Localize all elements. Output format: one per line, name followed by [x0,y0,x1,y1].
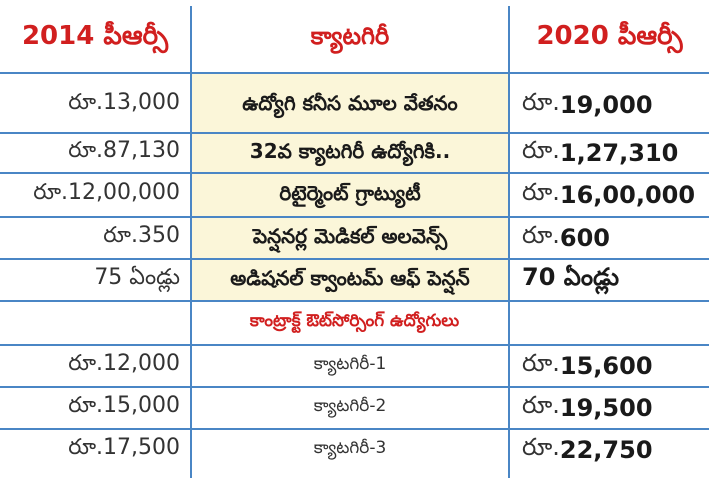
row-divider [0,132,709,134]
header-category: క్యాటగిరీ [310,22,390,50]
old-value: రూ.17,500 [68,435,180,460]
currency-prefix: రూ. [522,433,560,461]
new-amount: 15,600 [559,352,653,380]
column-divider-left [190,6,192,478]
currency-prefix: రూ. [522,349,560,377]
row-divider [0,300,709,302]
new-value: రూ. 19,000 [522,78,709,132]
old-value: రూ.12,00,000 [33,180,180,205]
new-value: రూ. 1,27,310 [522,134,709,172]
category-label: 32వ క్యాటగిరీ ఉద్యోగికి.. [249,138,451,163]
category-label: ఉద్యోగి కనీస మూల వేతనం [242,90,458,115]
old-value: రూ.15,000 [68,393,180,418]
old-value: రూ.350 [103,223,180,248]
category-label: పెన్షనర్ల మెడికల్ అలవెన్స్ [252,223,448,248]
old-value: 75 ఏండ్లు [94,265,180,290]
header-2014-prc: 2014 పీఆర్సీ [21,21,169,51]
new-amount: 70 ఏండ్లు [522,263,620,291]
new-amount: 1,27,310 [559,139,679,167]
category-label: క్యాటగిరీ-1 [313,354,387,374]
currency-prefix: రూ. [522,178,560,206]
category-column-background [192,74,508,302]
category-label: క్యాటగిరీ-3 [313,438,387,458]
new-value: రూ. 19,500 [522,388,709,428]
old-value: రూ.87,130 [68,138,180,163]
new-value: 70 ఏండ్లు [522,260,709,300]
currency-prefix: రూ. [522,221,560,249]
new-amount: 16,00,000 [559,181,696,209]
header-2020-prc: 2020 పీఆర్సీ [536,21,683,51]
section-title-contract-outsourcing: కాంట్రాక్ట్ ఔట్‌సోర్సింగ్ ఉద్యోగులు [249,311,460,331]
row-divider [0,428,709,430]
header-divider [0,72,709,74]
row-divider [0,386,709,388]
category-label: రిటైర్మెంట్ గ్రాట్యుటీ [279,180,421,205]
currency-prefix: రూ. [522,391,560,419]
row-divider [0,258,709,260]
section-divider [0,344,709,346]
new-amount: 22,750 [559,436,653,464]
column-divider-right [508,6,510,478]
old-value: రూ.12,000 [68,351,180,376]
category-label: క్యాటగిరీ-2 [313,396,387,416]
currency-prefix: రూ. [522,136,560,164]
new-value: రూ. 22,750 [522,430,709,470]
new-value: రూ. 600 [522,218,709,258]
new-amount: 19,000 [559,91,653,119]
new-value: రూ. 15,600 [522,346,709,386]
new-value: రూ. 16,00,000 [522,174,709,216]
row-divider [0,172,709,174]
old-value: రూ.13,000 [68,90,180,115]
row-divider [0,216,709,218]
category-label: అడిషనల్ క్వాంటమ్ ఆఫ్ పెన్షన్ [230,265,470,290]
new-amount: 19,500 [559,394,653,422]
new-amount: 600 [559,224,611,252]
currency-prefix: రూ. [522,88,560,116]
